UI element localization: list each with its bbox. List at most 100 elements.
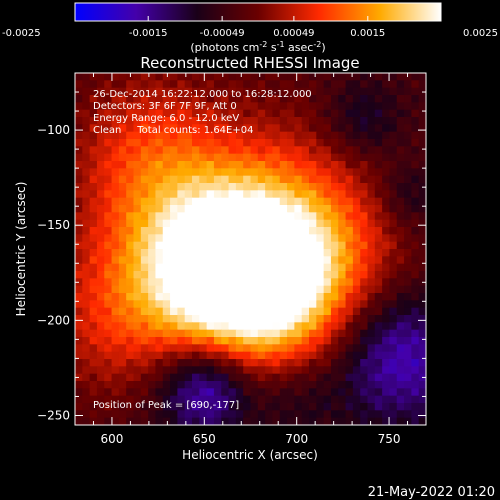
heatmap-cell	[118, 249, 127, 257]
heatmap-cell	[162, 337, 171, 345]
heatmap-cell	[367, 234, 376, 243]
heatmap-cell	[192, 263, 200, 272]
heatmap-cell	[199, 219, 208, 228]
heatmap-cell	[382, 241, 391, 250]
heatmap-cell	[177, 139, 186, 147]
heatmap-cell	[177, 102, 186, 111]
heatmap-cell	[228, 395, 237, 404]
heatmap-cell	[96, 175, 105, 184]
heatmap-cell	[287, 351, 295, 360]
heatmap-cell	[162, 117, 171, 125]
heatmap-cell	[272, 212, 281, 221]
heatmap-cell	[265, 337, 274, 345]
heatmap-cell	[316, 366, 325, 375]
heatmap-cell	[199, 351, 208, 360]
heatmap-cell	[294, 337, 303, 345]
heatmap-cell	[345, 366, 354, 375]
heatmap-cell	[243, 249, 252, 257]
heatmap-cell	[345, 168, 354, 177]
heatmap-cell	[111, 344, 120, 353]
heatmap-cell	[338, 300, 347, 309]
heatmap-cell	[352, 139, 361, 147]
heatmap-cell	[184, 395, 193, 404]
heatmap-cell	[148, 175, 157, 184]
heatmap-cell	[367, 73, 376, 81]
heatmap-cell	[221, 307, 230, 316]
heatmap-cell	[352, 168, 361, 177]
heatmap-cell	[184, 102, 193, 111]
heatmap-cell	[411, 131, 420, 140]
heatmap-cell	[272, 87, 281, 96]
heatmap-cell	[213, 109, 222, 118]
heatmap-cell	[140, 227, 149, 235]
heatmap-cell	[243, 366, 252, 375]
heatmap-cell	[126, 139, 135, 147]
heatmap-cell	[360, 95, 369, 103]
heatmap-cell	[162, 153, 171, 162]
heatmap-cell	[250, 146, 259, 155]
heatmap-cell	[111, 183, 120, 191]
heatmap-cell	[155, 329, 164, 338]
heatmap-cell	[213, 161, 222, 169]
heatmap-cell	[184, 109, 193, 118]
heatmap-cell	[177, 307, 186, 316]
y-tick-label: −250	[37, 408, 70, 422]
heatmap-cell	[404, 87, 412, 96]
heatmap-cell	[133, 227, 142, 235]
heatmap-cell	[345, 403, 354, 411]
heatmap-cell	[126, 366, 135, 375]
heatmap-cell	[272, 241, 281, 250]
heatmap-cell	[75, 241, 83, 250]
heatmap-cell	[206, 73, 215, 81]
heatmap-cell	[111, 410, 120, 419]
heatmap-cell	[228, 410, 237, 419]
heatmap-cell	[396, 153, 405, 162]
heatmap-cell	[213, 337, 222, 345]
heatmap-cell	[184, 183, 193, 191]
heatmap-cell	[133, 337, 142, 345]
heatmap-cell	[338, 256, 347, 265]
heatmap-cell	[148, 212, 157, 221]
heatmap-cell	[104, 212, 113, 221]
heatmap-cell	[272, 139, 281, 147]
heatmap-cell	[206, 117, 215, 125]
heatmap-cell	[382, 366, 391, 375]
heatmap-cell	[155, 153, 164, 162]
heatmap-cell	[272, 307, 281, 316]
heatmap-cell	[345, 161, 354, 169]
heatmap-cell	[250, 278, 259, 287]
heatmap-cell	[89, 278, 98, 287]
heatmap-cell	[345, 410, 354, 419]
heatmap-cell	[279, 337, 288, 345]
heatmap-cell	[294, 271, 303, 279]
heatmap-cell	[374, 146, 383, 155]
heatmap-cell	[411, 337, 420, 345]
heatmap-cell	[294, 351, 303, 360]
heatmap-cell	[104, 153, 113, 162]
heatmap-cell	[96, 278, 105, 287]
heatmap-cell	[396, 359, 405, 367]
heatmap-cell	[301, 278, 310, 287]
heatmap-cell	[382, 87, 391, 96]
heatmap-cell	[265, 381, 274, 389]
heatmap-cell	[309, 175, 317, 184]
heatmap-cell	[192, 278, 200, 287]
heatmap-cell	[228, 241, 237, 250]
heatmap-cell	[213, 153, 222, 162]
heatmap-cell	[323, 146, 332, 155]
heatmap-cell	[330, 307, 339, 316]
heatmap-cell	[170, 278, 178, 287]
heatmap-cell	[96, 315, 105, 323]
heatmap-cell	[338, 373, 347, 382]
heatmap-cell	[221, 183, 230, 191]
heatmap-cell	[272, 227, 281, 235]
heatmap-cell	[345, 417, 354, 425]
heatmap-cell	[75, 219, 83, 228]
heatmap-cell	[111, 373, 120, 382]
heatmap-cell	[177, 337, 186, 345]
heatmap-cell	[301, 109, 310, 118]
heatmap-cell	[367, 175, 376, 184]
heatmap-cell	[184, 315, 193, 323]
heatmap-cell	[316, 190, 325, 199]
